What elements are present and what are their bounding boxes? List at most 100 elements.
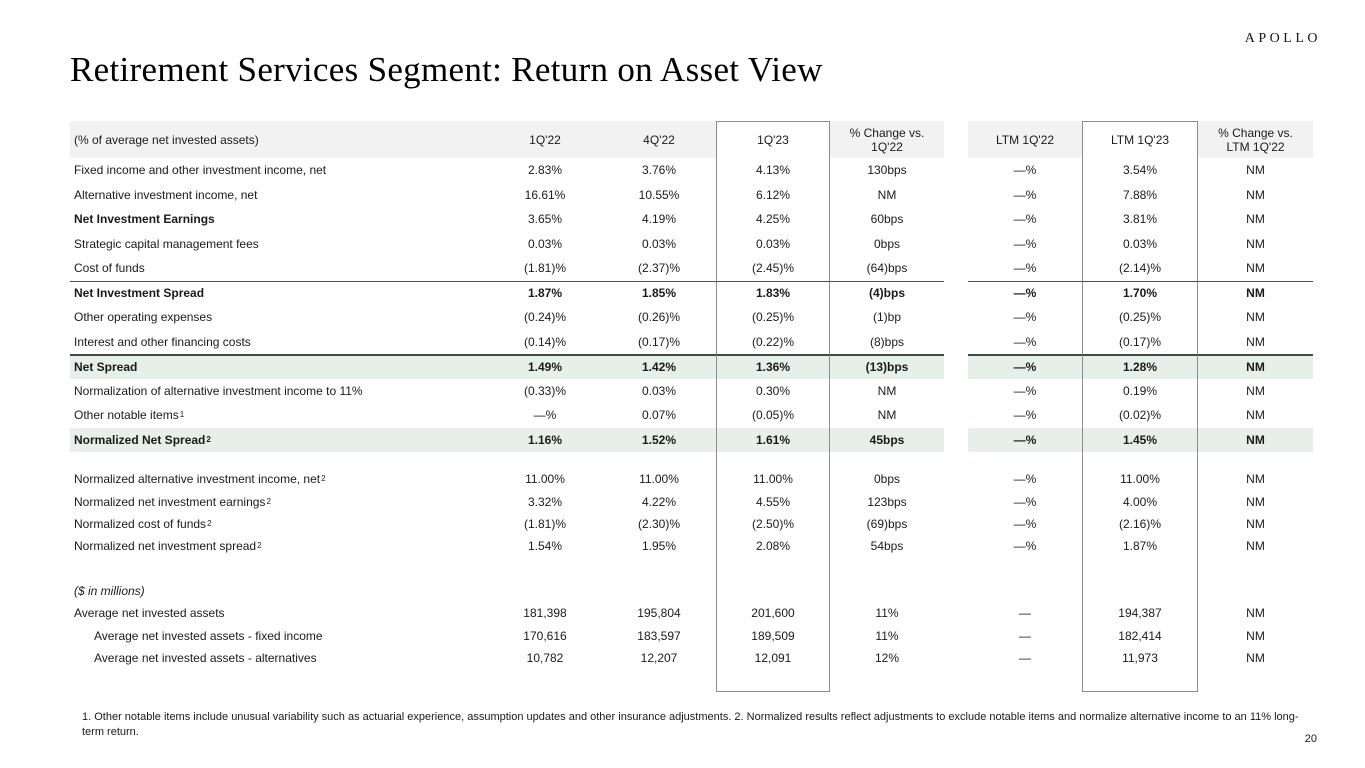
value-cell [1198, 669, 1313, 692]
value-cell: —% [1013, 310, 1037, 325]
row-label [70, 558, 488, 580]
page-number: 20 [1304, 733, 1317, 745]
value-cell: NM [1246, 472, 1265, 487]
value-cell: (0.33)% [523, 383, 567, 398]
value-cell [716, 557, 830, 580]
value-cell [602, 558, 716, 580]
value-cell [716, 669, 830, 693]
value-cell: 11% [875, 628, 899, 643]
value-cell: (0.24)% [523, 310, 567, 325]
value-cell: 130bps [867, 163, 907, 178]
value-cell: 0.03% [716, 231, 830, 256]
row-label: Alternative investment income, net [74, 187, 258, 202]
value-cell: (2.45)% [716, 256, 830, 281]
value-cell: NM [1246, 310, 1265, 325]
column-gap [944, 579, 968, 602]
value-cell: 11% [875, 606, 899, 621]
value-cell: (0.02)% [1082, 403, 1198, 428]
column-gap [944, 280, 968, 305]
value-cell: NM [1246, 212, 1265, 227]
row-label: Normalized cost of funds 2 [74, 516, 212, 531]
value-cell: 6.12% [716, 182, 830, 207]
header-ltm-1q23: LTM 1Q'23 [1082, 121, 1198, 158]
table-row: Average net invested assets 181,398 195,80… [70, 601, 1313, 625]
value-cell: 11,973 [1082, 646, 1198, 670]
value-cell: 0.03% [641, 383, 677, 398]
value-cell: (1)bp [872, 310, 901, 325]
value-cell: (0.22)% [716, 329, 830, 354]
value-cell [602, 452, 716, 468]
value-cell: (2.50)% [716, 512, 830, 536]
value-cell: 170,616 [523, 628, 567, 643]
value-cell: NM [1246, 163, 1265, 178]
value-cell [602, 580, 716, 602]
value-cell: 0.07% [641, 408, 677, 423]
row-label: Normalized net investment spread 2 [74, 539, 262, 554]
table-row: Fixed income and other investment income… [70, 158, 1313, 183]
row-label: Average net invested assets - fixed inco… [94, 628, 323, 643]
table-row: ($ in millions) [70, 579, 1313, 602]
value-cell: NM [1246, 261, 1265, 276]
row-label: Normalized Net Spread 2 [70, 427, 488, 452]
apollo-logo: APOLLO [1244, 31, 1321, 46]
column-gap [944, 158, 968, 183]
column-gap [944, 403, 968, 428]
column-gap [944, 669, 968, 693]
value-cell [1198, 580, 1313, 602]
value-cell [968, 669, 1082, 692]
value-cell [716, 579, 830, 602]
value-cell: 0.03% [1082, 231, 1198, 256]
value-cell: NM [1246, 408, 1265, 423]
column-gap [944, 468, 968, 491]
value-cell: —% [1013, 408, 1037, 423]
value-cell: 4.25% [716, 207, 830, 232]
column-gap [944, 490, 968, 513]
value-cell: (0.14)% [523, 334, 567, 349]
value-cell: (13)bps [830, 354, 944, 379]
column-gap [944, 512, 968, 536]
table-row: Strategic capital management fees 0.03% 0.… [70, 231, 1313, 256]
roa-table: (% of average net invested assets) 1Q'22… [70, 121, 1313, 693]
value-cell [968, 452, 1082, 468]
value-cell [968, 580, 1082, 602]
value-cell: (69)bps [866, 516, 908, 531]
value-cell: NM [1246, 187, 1265, 202]
page-title: Retirement Services Segment: Return on A… [70, 50, 823, 89]
value-cell: NM [1198, 427, 1313, 452]
column-gap [944, 121, 968, 158]
value-cell: NM [1246, 650, 1265, 665]
value-cell: —% [533, 408, 557, 423]
row-label: Other operating expenses [74, 310, 213, 325]
row-label: Cost of funds [74, 261, 145, 276]
value-cell: NM [1246, 383, 1265, 398]
footnote: 1. Other notable items include unusual v… [82, 711, 1299, 738]
table-row: Net Investment Earnings 3.65% 4.19% 4.25% 60… [70, 207, 1313, 232]
value-cell: (0.05)% [716, 403, 830, 428]
value-cell: (4)bps [830, 280, 944, 306]
header-change-vs-ltm-1q22: % Change vs. LTM 1Q'22 [1198, 121, 1313, 158]
column-gap [944, 256, 968, 281]
row-label: Other notable items 1 [74, 408, 185, 423]
table-row: Average net invested assets - alternativ… [70, 646, 1313, 670]
value-cell: —% [968, 427, 1082, 452]
column-gap [944, 305, 968, 330]
value-cell: 3.65% [527, 212, 563, 227]
value-cell: 195,804 [637, 606, 681, 621]
header-4q22: 4Q'22 [602, 121, 716, 158]
value-cell: 201,600 [716, 601, 830, 625]
value-cell: —% [1013, 472, 1037, 487]
value-cell: (0.25)% [716, 305, 830, 330]
row-label [70, 452, 488, 468]
header-1q22: 1Q'22 [488, 121, 602, 158]
value-cell: (1.81)% [523, 516, 567, 531]
column-gap [944, 427, 968, 452]
value-cell [1082, 452, 1198, 468]
value-cell: —% [1013, 516, 1037, 531]
value-cell [1198, 558, 1313, 580]
value-cell: — [1019, 606, 1031, 621]
column-gap [944, 646, 968, 670]
value-cell: —% [1013, 334, 1037, 349]
value-cell: NM [1246, 516, 1265, 531]
row-label: Strategic capital management fees [74, 236, 259, 251]
header-row-label: (% of average net invested assets) [70, 121, 488, 158]
